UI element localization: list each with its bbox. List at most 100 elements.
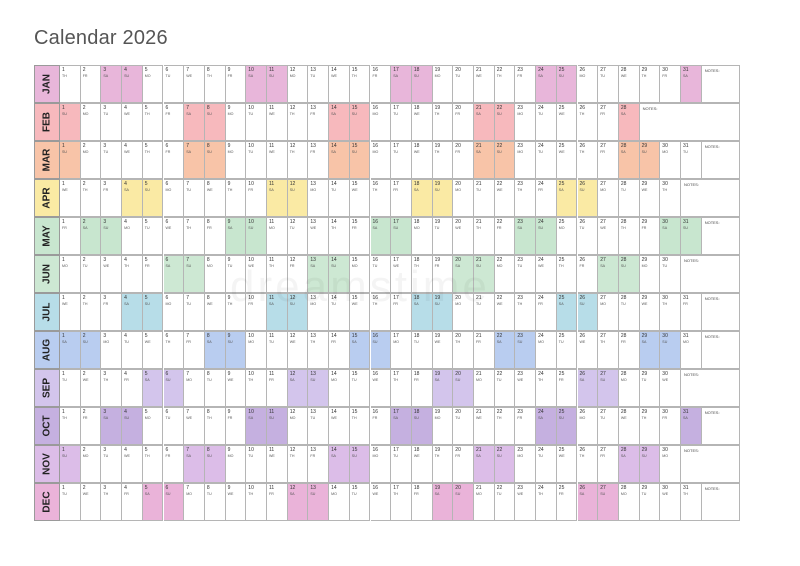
notes-cell[interactable]: NOTES:	[681, 255, 740, 293]
day-cell[interactable]: 19 SA	[432, 369, 454, 407]
day-cell[interactable]: 5 SA	[142, 483, 164, 521]
day-cell[interactable]: 4 SA	[122, 179, 143, 217]
day-cell[interactable]: 22 TU	[494, 483, 516, 521]
day-cell[interactable]: 19 TH	[432, 141, 454, 179]
day-cell[interactable]: 22 TH	[494, 407, 516, 445]
day-cell[interactable]: 7 TU	[184, 293, 205, 331]
day-cell[interactable]: 28 WE	[618, 65, 640, 103]
day-cell[interactable]: 27 TU	[598, 65, 619, 103]
notes-cell[interactable]: NOTES:	[701, 331, 740, 369]
day-cell[interactable]: 4 SU	[122, 65, 143, 103]
day-cell[interactable]: 18 WE	[411, 103, 433, 141]
day-cell[interactable]: 2 MO	[80, 445, 102, 483]
day-cell[interactable]: 9 TH	[225, 179, 247, 217]
notes-cell[interactable]: NOTES:	[681, 369, 740, 407]
day-cell[interactable]: 3 WE	[101, 255, 123, 293]
day-cell[interactable]: 15 TH	[349, 65, 371, 103]
day-cell[interactable]: 28 MO	[618, 483, 640, 521]
day-cell[interactable]: 6 WE	[163, 217, 185, 255]
day-cell[interactable]: 10 MO	[246, 331, 267, 369]
day-cell[interactable]: 24 SU	[536, 217, 557, 255]
day-cell[interactable]: 5 SU	[142, 179, 164, 217]
day-cell[interactable]: 16 TU	[370, 255, 392, 293]
day-cell[interactable]: 9 SA	[225, 217, 247, 255]
day-cell[interactable]: 3 TU	[101, 141, 123, 179]
day-cell[interactable]: 18 TH	[411, 255, 433, 293]
day-cell[interactable]: 20 WE	[453, 217, 474, 255]
day-cell[interactable]: 26 TH	[577, 103, 599, 141]
day-cell[interactable]: 7 SA	[184, 445, 205, 483]
day-cell[interactable]: 26 FR	[577, 255, 599, 293]
day-cell[interactable]: 26 SU	[577, 179, 599, 217]
day-cell[interactable]: 15 TU	[349, 483, 371, 521]
day-cell[interactable]: 8 SU	[204, 445, 226, 483]
day-cell[interactable]: 31 SA	[681, 65, 702, 103]
day-cell[interactable]: 22 TH	[494, 65, 516, 103]
day-cell[interactable]: 24 FR	[536, 293, 557, 331]
day-cell[interactable]: 17 SU	[391, 217, 412, 255]
day-cell[interactable]: 13 SU	[308, 483, 330, 521]
day-cell[interactable]: 19 TU	[432, 217, 454, 255]
day-cell[interactable]: 10 TU	[246, 445, 267, 483]
day-cell[interactable]: 16 TH	[370, 179, 392, 217]
day-cell[interactable]: 17 TU	[391, 445, 412, 483]
day-cell[interactable]: 16 SU	[370, 331, 392, 369]
day-cell[interactable]: 19 TH	[432, 103, 454, 141]
day-cell[interactable]: 31 MO	[681, 331, 702, 369]
day-cell[interactable]: 30 WE	[660, 369, 681, 407]
day-cell[interactable]: 31 TU	[681, 141, 702, 179]
day-cell[interactable]: 29 SU	[639, 445, 661, 483]
day-cell[interactable]: 28 TU	[618, 179, 640, 217]
day-cell[interactable]: 7 FR	[184, 331, 205, 369]
day-cell[interactable]: 4 FR	[122, 369, 143, 407]
day-cell[interactable]: 20 FR	[453, 445, 474, 483]
day-cell[interactable]: 9 MO	[225, 141, 247, 179]
day-cell[interactable]: 9 WE	[225, 483, 247, 521]
day-cell[interactable]: 4 WE	[122, 141, 143, 179]
day-cell[interactable]: 4 WE	[122, 103, 143, 141]
day-cell[interactable]: 27 MO	[598, 179, 619, 217]
day-cell[interactable]: 25 WE	[556, 141, 578, 179]
day-cell[interactable]: 26 SU	[577, 293, 599, 331]
day-cell[interactable]: 29 SA	[639, 331, 661, 369]
day-cell[interactable]: 30 MO	[660, 445, 681, 483]
day-cell[interactable]: 17 SA	[391, 65, 412, 103]
day-cell[interactable]: 21 SU	[474, 255, 495, 293]
day-cell[interactable]: 30 MO	[660, 141, 681, 179]
day-cell[interactable]: 10 TH	[246, 369, 267, 407]
day-cell[interactable]: 26 TH	[577, 445, 599, 483]
day-cell[interactable]: 9 TH	[225, 293, 247, 331]
day-cell[interactable]: 7 WE	[184, 65, 205, 103]
day-cell[interactable]: 23 MO	[515, 141, 537, 179]
day-cell[interactable]: 2 FR	[80, 65, 102, 103]
day-cell[interactable]: 8 FR	[204, 217, 226, 255]
day-cell[interactable]: 6 TU	[163, 65, 185, 103]
day-cell[interactable]: 13 SA	[308, 255, 330, 293]
day-cell[interactable]: 18 TU	[411, 331, 433, 369]
day-cell[interactable]: 27 FR	[598, 141, 619, 179]
day-cell[interactable]: 5 FR	[142, 255, 164, 293]
day-cell[interactable]: 7 MO	[184, 483, 205, 521]
day-cell[interactable]: 10 FR	[246, 179, 267, 217]
day-cell[interactable]: 30 SA	[660, 217, 681, 255]
day-cell[interactable]: 21 TU	[474, 293, 495, 331]
day-cell[interactable]: 23 TH	[515, 179, 537, 217]
day-cell[interactable]: 27 WE	[598, 217, 619, 255]
day-cell[interactable]: 14 SA	[329, 141, 350, 179]
day-cell[interactable]: 19 TH	[432, 445, 454, 483]
day-cell[interactable]: 25 MO	[556, 217, 578, 255]
day-cell[interactable]: 9 FR	[225, 407, 247, 445]
day-cell[interactable]: 13 TH	[308, 331, 330, 369]
day-cell[interactable]: 16 MO	[370, 445, 392, 483]
day-cell[interactable]: 27 SU	[598, 483, 619, 521]
day-cell[interactable]: 27 SU	[598, 369, 619, 407]
day-cell[interactable]: 12 SU	[287, 293, 309, 331]
day-cell[interactable]: 14 TU	[329, 179, 350, 217]
day-cell[interactable]: 16 MO	[370, 141, 392, 179]
day-cell[interactable]: 21 FR	[474, 331, 495, 369]
day-cell[interactable]: 21 WE	[474, 407, 495, 445]
day-cell[interactable]: 14 SA	[329, 103, 350, 141]
day-cell[interactable]: 23 TH	[515, 293, 537, 331]
day-cell[interactable]: 13 TU	[308, 407, 330, 445]
day-cell[interactable]: 11 WE	[267, 445, 288, 483]
